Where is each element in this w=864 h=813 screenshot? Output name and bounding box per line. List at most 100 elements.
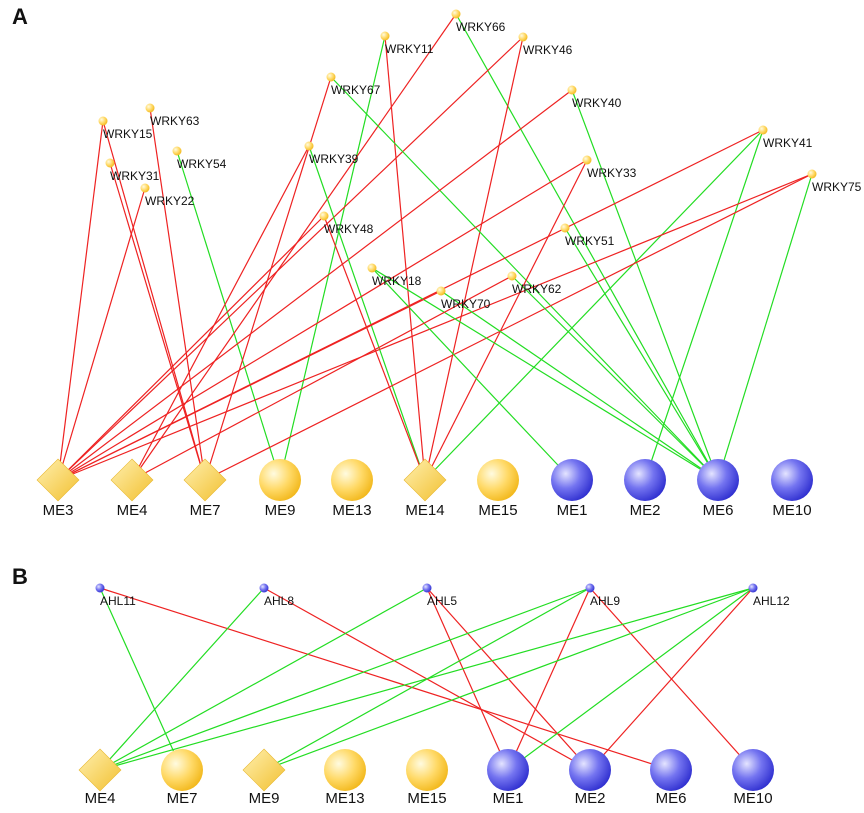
gene-node bbox=[367, 263, 377, 273]
gene-node bbox=[585, 583, 595, 593]
module-diamond bbox=[110, 458, 154, 502]
gene-label: WRKY66 bbox=[456, 20, 506, 34]
module-label: ME7 bbox=[167, 790, 198, 807]
panel-letter: A bbox=[12, 4, 28, 29]
edge bbox=[507, 587, 591, 771]
edge bbox=[384, 35, 426, 481]
edge bbox=[308, 145, 426, 481]
gene-label: WRKY11 bbox=[385, 42, 434, 56]
edge bbox=[279, 35, 386, 481]
module-circle bbox=[650, 749, 692, 791]
module-circle bbox=[406, 749, 448, 791]
gene-label: WRKY54 bbox=[177, 157, 227, 171]
gene-label: AHL11 bbox=[100, 594, 136, 608]
gene-label: WRKY31 bbox=[110, 169, 160, 183]
edge bbox=[204, 173, 813, 481]
module-label: ME7 bbox=[190, 502, 221, 519]
edge bbox=[204, 76, 332, 481]
edge bbox=[57, 290, 442, 481]
gene-node bbox=[98, 116, 108, 126]
module-diamond bbox=[36, 458, 80, 502]
gene-node bbox=[422, 583, 432, 593]
module-label: ME14 bbox=[405, 502, 444, 519]
gene-node bbox=[380, 31, 390, 41]
edge bbox=[330, 76, 719, 481]
gene-node bbox=[140, 183, 150, 193]
module-circle bbox=[569, 749, 611, 791]
gene-node bbox=[507, 271, 517, 281]
gene-label: WRKY51 bbox=[565, 234, 615, 248]
edge bbox=[131, 275, 513, 481]
gene-label: WRKY62 bbox=[512, 282, 562, 296]
gene-node bbox=[145, 103, 155, 113]
module-circle bbox=[624, 459, 666, 501]
module-label: ME13 bbox=[325, 790, 364, 807]
module-label: ME4 bbox=[117, 502, 148, 519]
module-label: ME3 bbox=[43, 502, 74, 519]
gene-label: WRKY70 bbox=[441, 297, 491, 311]
module-label: ME6 bbox=[703, 502, 734, 519]
gene-node bbox=[436, 286, 446, 296]
gene-node bbox=[95, 583, 105, 593]
module-circle bbox=[771, 459, 813, 501]
edge bbox=[424, 159, 588, 481]
gene-label: AHL5 bbox=[427, 594, 457, 608]
edge bbox=[149, 107, 206, 481]
gene-label: WRKY41 bbox=[763, 136, 813, 150]
gene-label: WRKY22 bbox=[145, 194, 195, 208]
gene-label: WRKY67 bbox=[331, 83, 381, 97]
module-label: ME9 bbox=[249, 790, 280, 807]
edge bbox=[455, 13, 719, 481]
gene-node bbox=[748, 583, 758, 593]
gene-node bbox=[582, 155, 592, 165]
edge bbox=[589, 587, 754, 771]
module-label: ME6 bbox=[656, 790, 687, 807]
edge bbox=[57, 120, 104, 481]
module-circle bbox=[477, 459, 519, 501]
module-label: ME10 bbox=[772, 502, 811, 519]
edge bbox=[371, 267, 573, 481]
module-label: ME10 bbox=[733, 790, 772, 807]
gene-label: WRKY18 bbox=[372, 274, 422, 288]
edge bbox=[57, 173, 813, 481]
gene-node bbox=[304, 141, 314, 151]
module-label: ME13 bbox=[332, 502, 371, 519]
gene-label: AHL9 bbox=[590, 594, 620, 608]
gene-node bbox=[172, 146, 182, 156]
module-circle bbox=[697, 459, 739, 501]
edge bbox=[511, 275, 719, 481]
edge bbox=[57, 187, 146, 481]
module-circle bbox=[732, 749, 774, 791]
gene-label: WRKY63 bbox=[150, 114, 200, 128]
gene-node bbox=[807, 169, 817, 179]
gene-node bbox=[560, 223, 570, 233]
edge bbox=[99, 587, 428, 771]
edge bbox=[57, 36, 524, 481]
edge bbox=[57, 215, 325, 481]
edge bbox=[426, 587, 509, 771]
gene-node bbox=[451, 9, 461, 19]
gene-node bbox=[259, 583, 269, 593]
module-label: ME15 bbox=[407, 790, 446, 807]
gene-node bbox=[758, 125, 768, 135]
edge bbox=[507, 587, 754, 771]
module-circle bbox=[259, 459, 301, 501]
edge bbox=[440, 290, 719, 481]
gene-label: WRKY33 bbox=[587, 166, 637, 180]
module-label: ME9 bbox=[265, 502, 296, 519]
module-label: ME1 bbox=[557, 502, 588, 519]
edge bbox=[57, 159, 588, 481]
gene-label: WRKY75 bbox=[812, 180, 862, 194]
edge bbox=[99, 587, 265, 771]
gene-label: AHL8 bbox=[264, 594, 294, 608]
module-label: ME4 bbox=[85, 790, 116, 807]
module-label: ME15 bbox=[478, 502, 517, 519]
edge bbox=[102, 120, 206, 481]
gene-label: WRKY39 bbox=[309, 152, 359, 166]
edge bbox=[564, 227, 719, 481]
gene-label: WRKY48 bbox=[324, 222, 374, 236]
module-label: ME2 bbox=[630, 502, 661, 519]
gene-node bbox=[567, 85, 577, 95]
module-circle bbox=[487, 749, 529, 791]
gene-node bbox=[326, 72, 336, 82]
